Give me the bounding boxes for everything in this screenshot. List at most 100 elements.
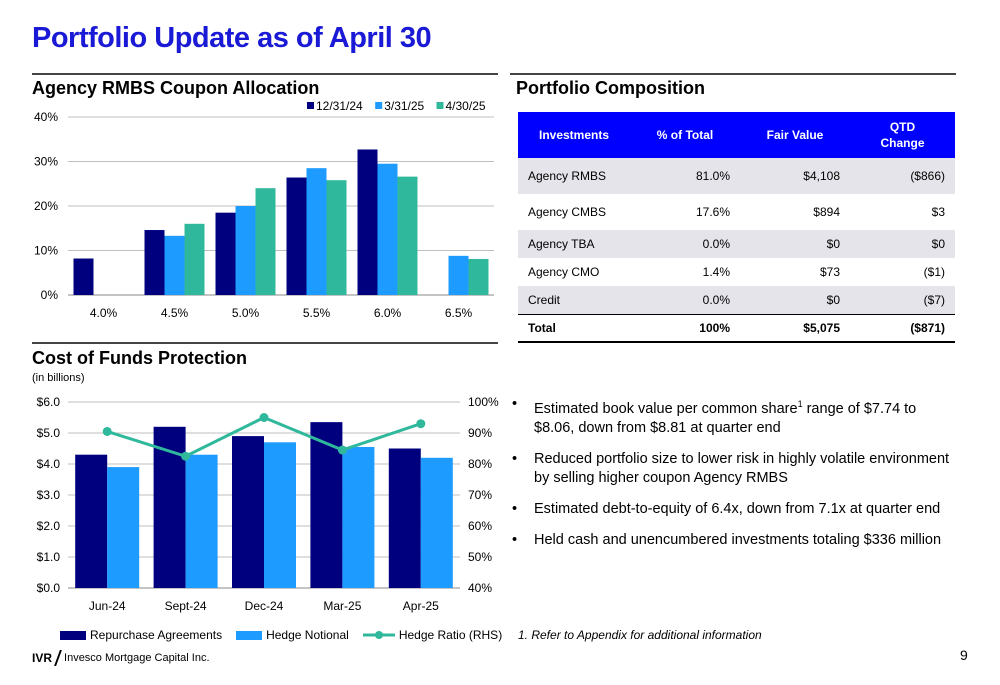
bullet-dot: • bbox=[512, 396, 518, 412]
bar-hedge-notional bbox=[107, 467, 140, 588]
table-row: Agency CMO 1.4% $73 ($1) bbox=[518, 258, 955, 286]
bullet-dot: • bbox=[512, 450, 518, 467]
y-right-tick-label: 40% bbox=[468, 581, 492, 595]
x-tick-label: 6.0% bbox=[374, 306, 402, 320]
x-tick-label: 4.5% bbox=[161, 306, 189, 320]
legend-swatch bbox=[436, 102, 444, 109]
cell-qtd-change: ($1) bbox=[923, 265, 945, 279]
header-pct-total: % of Total bbox=[630, 112, 740, 158]
table-row: Agency CMBS 17.6% $894 $3 bbox=[518, 194, 955, 230]
header-change: Change bbox=[880, 136, 925, 150]
legend-item-hedge: Hedge Notional bbox=[236, 628, 349, 642]
bar-repurchase-agreements bbox=[75, 454, 108, 588]
cell-qtd-change: $0 bbox=[850, 230, 955, 258]
hedge-ratio-point bbox=[259, 413, 269, 422]
y-left-tick-label: $6.0 bbox=[37, 395, 61, 409]
y-tick-label: 0% bbox=[41, 288, 59, 302]
hedge-ratio-point bbox=[181, 451, 191, 461]
header-investments: Investments bbox=[518, 112, 630, 158]
cell-qtd-change: ($866) bbox=[850, 158, 955, 194]
x-tick-label: 5.0% bbox=[232, 306, 260, 320]
bar-4-30-25 bbox=[255, 188, 276, 295]
company-logo: IVR Invesco Mortgage Capital Inc. bbox=[32, 650, 210, 666]
bar-12-31-24 bbox=[215, 212, 236, 295]
x-tick-label: Sept-24 bbox=[165, 599, 207, 613]
y-left-tick-label: $3.0 bbox=[37, 488, 61, 502]
hedge-ratio-point bbox=[416, 419, 426, 429]
section-rule-composition bbox=[510, 73, 956, 75]
cell-pct: 0.0% bbox=[630, 286, 740, 314]
bar-4-30-25 bbox=[397, 176, 418, 295]
bar-3-31-25 bbox=[448, 255, 469, 295]
cell-investment: Agency CMO bbox=[528, 265, 600, 279]
cell-fair-value: $5,075 bbox=[740, 313, 850, 343]
y-right-tick-label: 70% bbox=[468, 488, 492, 502]
legend-label-hedge: Hedge Notional bbox=[266, 628, 349, 642]
cell-investment: Total bbox=[518, 313, 630, 343]
cell-investment: Agency CMBS bbox=[528, 205, 607, 219]
cell-qtd-change: ($871) bbox=[850, 313, 955, 343]
bar-12-31-24 bbox=[286, 177, 307, 295]
bar-4-30-25 bbox=[326, 180, 347, 295]
y-right-tick-label: 100% bbox=[468, 395, 499, 409]
page-title: Portfolio Update as of April 30 bbox=[32, 22, 432, 54]
legend-swatch-hedge bbox=[236, 630, 263, 640]
funds-section-title: Cost of Funds Protection bbox=[32, 348, 247, 368]
bar-repurchase-agreements bbox=[388, 448, 421, 588]
header-qtd: QTD bbox=[889, 120, 916, 134]
cell-qtd-change: $3 bbox=[931, 205, 945, 219]
section-rule-coupon bbox=[32, 73, 498, 75]
y-right-tick-label: 80% bbox=[468, 457, 492, 471]
bar-3-31-25 bbox=[164, 235, 185, 295]
bar-12-31-24 bbox=[144, 230, 165, 295]
legend-label: 4/30/25 bbox=[446, 99, 486, 113]
footnote-ref: 1 bbox=[797, 399, 803, 409]
list-item: • Held cash and unencumbered investments… bbox=[510, 531, 960, 550]
bar-4-30-25 bbox=[184, 223, 205, 295]
legend-swatch bbox=[375, 102, 383, 109]
x-tick-label: 5.5% bbox=[303, 306, 331, 320]
cell-investment: Agency TBA bbox=[518, 230, 630, 258]
bar-3-31-25 bbox=[306, 168, 327, 295]
coupon-section-title: Agency RMBS Coupon Allocation bbox=[32, 78, 320, 98]
section-rule-funds bbox=[32, 342, 498, 344]
legend-label: 12/31/24 bbox=[316, 99, 363, 113]
legend-swatch-ratio bbox=[362, 631, 395, 639]
cell-pct: 17.6% bbox=[695, 205, 730, 219]
bar-hedge-notional bbox=[342, 446, 375, 588]
legend-item-repo: Repurchase Agreements bbox=[60, 628, 222, 642]
logo-company-name: Invesco Mortgage Capital Inc. bbox=[64, 652, 210, 664]
header-fair-value: Fair Value bbox=[740, 112, 850, 158]
y-right-tick-label: 90% bbox=[468, 426, 492, 440]
cell-pct: 81.0% bbox=[630, 158, 740, 194]
logo-slash-icon bbox=[54, 650, 62, 666]
hedge-ratio-point bbox=[337, 445, 347, 455]
cell-investment: Agency RMBS bbox=[518, 158, 630, 194]
bar-repurchase-agreements bbox=[232, 436, 264, 588]
bullet-dot: • bbox=[512, 531, 518, 548]
page-number: 9 bbox=[960, 647, 968, 663]
x-tick-label: Mar-25 bbox=[323, 599, 361, 613]
y-tick-label: 40% bbox=[34, 110, 58, 124]
table-row: Agency TBA 0.0% $0 $0 bbox=[518, 230, 955, 258]
bar-4-30-25 bbox=[468, 258, 489, 295]
cell-fair-value: $0 bbox=[740, 230, 850, 258]
y-tick-label: 20% bbox=[34, 199, 58, 213]
footnote: 1. Refer to Appendix for additional info… bbox=[518, 628, 762, 642]
legend-swatch bbox=[307, 102, 314, 109]
coupon-allocation-chart: 0% 10% 20% 30% 40% 4.0% 4.5% 5.0% 5.5% 6.0% 6.5% 12… bbox=[34, 99, 494, 320]
list-item: • Reduced portfolio size to lower risk i… bbox=[510, 450, 960, 488]
key-points-list: • Estimated book value per common share1… bbox=[510, 395, 960, 562]
bar-12-31-24 bbox=[357, 149, 378, 295]
x-tick-label: Dec-24 bbox=[245, 599, 284, 613]
cell-fair-value: $894 bbox=[813, 205, 840, 219]
y-left-tick-label: $4.0 bbox=[37, 457, 61, 471]
x-tick-label: 6.5% bbox=[445, 306, 473, 320]
bullet-text-2: Reduced portfolio size to lower risk in … bbox=[534, 450, 950, 486]
bar-12-31-24 bbox=[73, 258, 94, 295]
cell-pct: 100% bbox=[630, 313, 740, 343]
composition-section-title: Portfolio Composition bbox=[516, 78, 705, 98]
x-tick-label: Jun-24 bbox=[89, 599, 126, 613]
logo-ticker: IVR bbox=[32, 651, 53, 665]
cell-pct: 1.4% bbox=[702, 265, 730, 279]
